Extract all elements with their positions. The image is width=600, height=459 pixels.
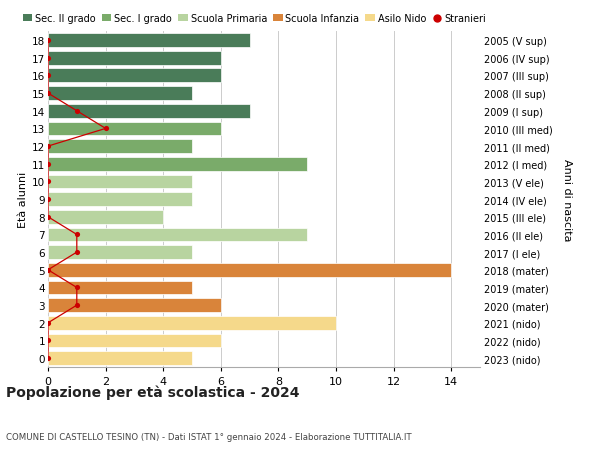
Point — [43, 90, 53, 97]
Bar — [48, 175, 192, 189]
Point — [43, 267, 53, 274]
Bar — [48, 228, 307, 242]
Bar — [48, 193, 192, 207]
Bar — [48, 334, 221, 347]
Text: COMUNE DI CASTELLO TESINO (TN) - Dati ISTAT 1° gennaio 2024 - Elaborazione TUTTI: COMUNE DI CASTELLO TESINO (TN) - Dati IS… — [6, 431, 412, 441]
Bar — [48, 210, 163, 224]
Point — [43, 213, 53, 221]
Point — [72, 249, 82, 256]
Point — [101, 125, 110, 133]
Point — [43, 179, 53, 186]
Point — [43, 55, 53, 62]
Bar — [48, 281, 192, 295]
Point — [72, 284, 82, 291]
Bar — [48, 122, 221, 136]
Point — [72, 108, 82, 115]
Point — [43, 319, 53, 327]
Point — [72, 231, 82, 239]
Bar — [48, 34, 250, 48]
Point — [43, 161, 53, 168]
Bar — [48, 352, 192, 365]
Bar — [48, 87, 192, 101]
Bar — [48, 105, 250, 118]
Legend: Sec. II grado, Sec. I grado, Scuola Primaria, Scuola Infanzia, Asilo Nido, Stran: Sec. II grado, Sec. I grado, Scuola Prim… — [23, 14, 487, 24]
Y-axis label: Età alunni: Età alunni — [18, 172, 28, 228]
Bar — [48, 246, 192, 259]
Bar — [48, 157, 307, 171]
Point — [43, 196, 53, 203]
Bar — [48, 263, 451, 277]
Point — [72, 302, 82, 309]
Point — [43, 143, 53, 151]
Bar — [48, 140, 192, 154]
Point — [43, 73, 53, 80]
Y-axis label: Anni di nascita: Anni di nascita — [562, 158, 572, 241]
Text: Popolazione per età scolastica - 2024: Popolazione per età scolastica - 2024 — [6, 385, 299, 399]
Bar — [48, 52, 221, 66]
Point — [43, 337, 53, 344]
Point — [43, 355, 53, 362]
Point — [43, 37, 53, 45]
Bar — [48, 69, 221, 83]
Bar — [48, 316, 336, 330]
Bar — [48, 299, 221, 313]
